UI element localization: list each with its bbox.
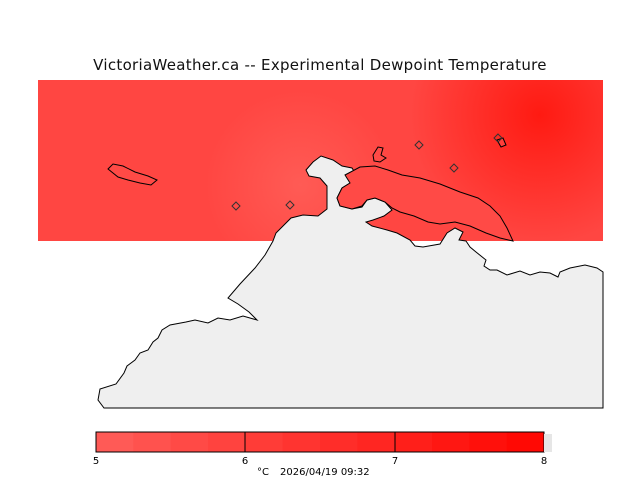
legend-bar <box>96 432 545 452</box>
station-diamond-icon <box>449 163 459 173</box>
station-diamond-icon <box>414 140 424 150</box>
island-north <box>372 146 387 163</box>
legend-cell <box>357 432 396 452</box>
station-diamond-icon <box>493 133 503 143</box>
legend-cell <box>170 432 209 452</box>
station-diamond-icon <box>285 200 295 210</box>
legend-cell <box>469 432 508 452</box>
legend-cell <box>506 432 545 452</box>
legend-tick-label: 6 <box>242 456 248 467</box>
legend-cell <box>432 432 470 452</box>
saanich-peninsula <box>336 165 514 242</box>
legend-tick-label: 8 <box>541 456 547 467</box>
weather-stations <box>231 133 503 211</box>
legend-cell <box>394 432 433 452</box>
legend-cell <box>96 432 134 452</box>
legend-cell <box>208 432 246 452</box>
legend-cell <box>133 432 172 452</box>
legend-shadow <box>544 434 552 452</box>
legend-tick-label: 7 <box>392 456 398 467</box>
legend-tick-label: 5 <box>93 456 99 467</box>
map-title: VictoriaWeather.ca -- Experimental Dewpo… <box>93 56 547 74</box>
legend-cell <box>245 432 284 452</box>
legend-timestamp: 2026/04/19 09:32 <box>280 467 370 478</box>
legend-cell <box>320 432 358 452</box>
land-mass <box>97 155 604 409</box>
station-diamond-icon <box>231 201 241 211</box>
legend-unit: °C <box>257 467 269 478</box>
legend-cell <box>282 432 321 452</box>
island-west <box>107 163 158 186</box>
